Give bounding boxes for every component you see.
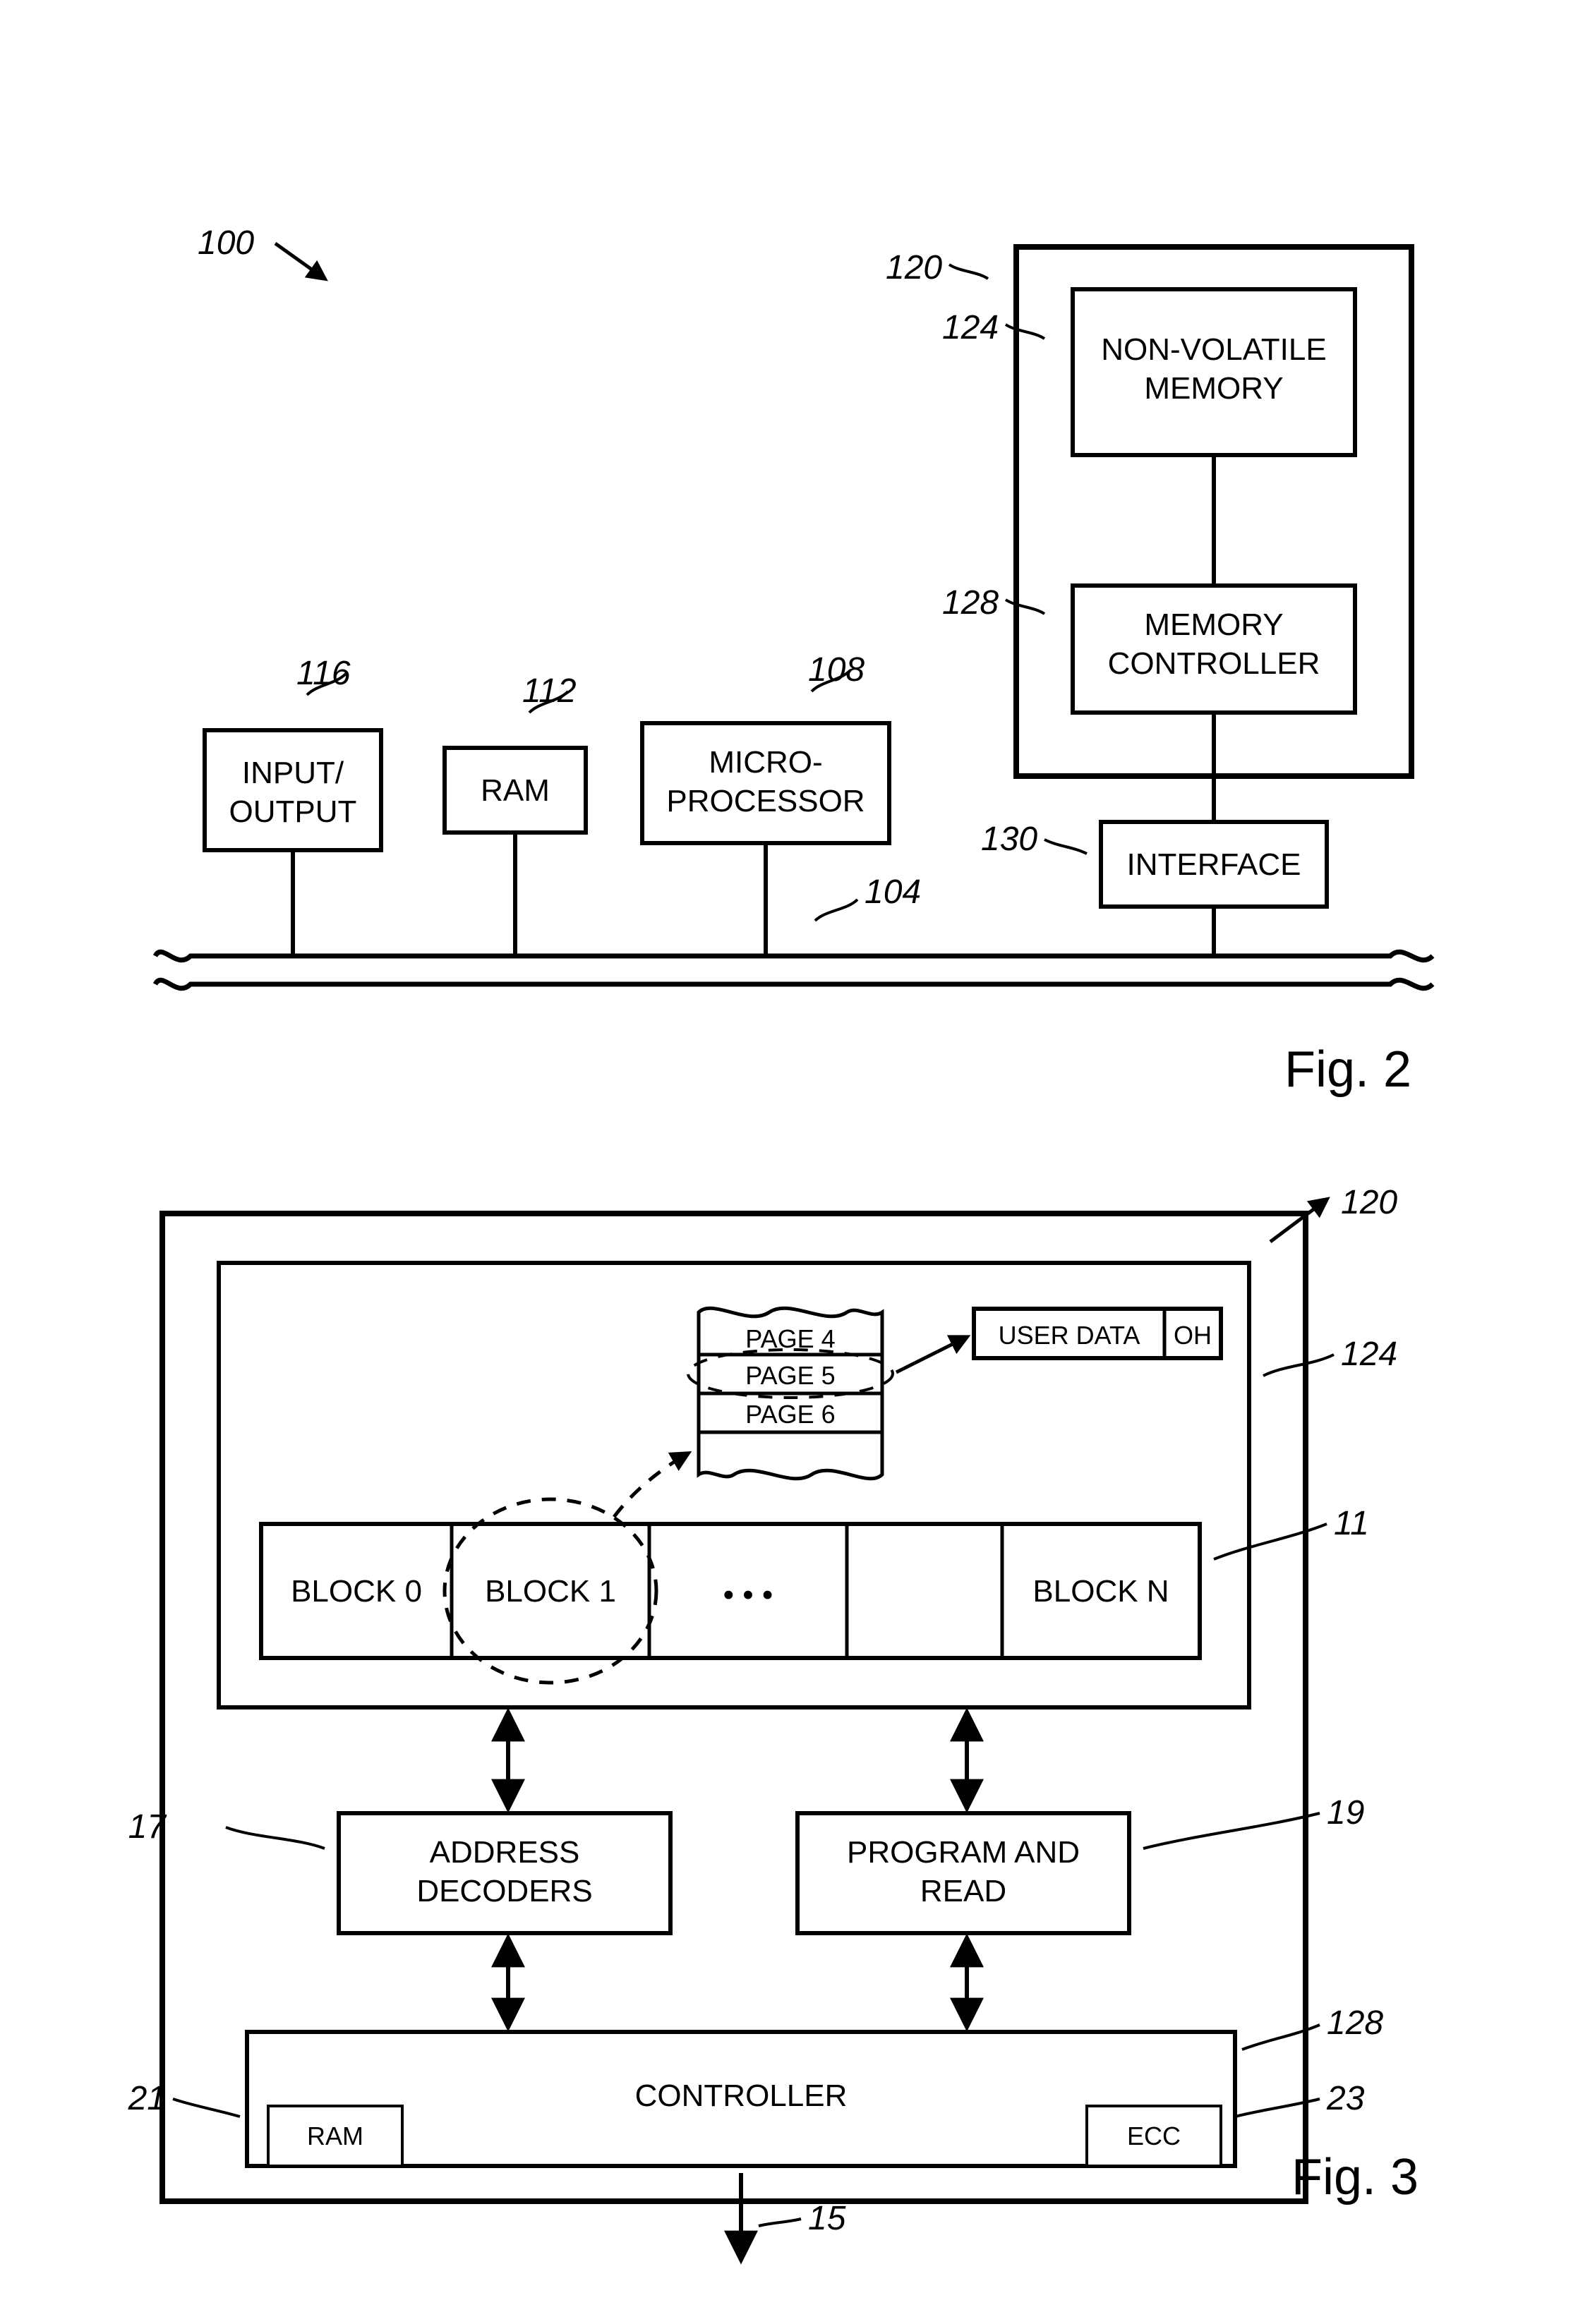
ref-124: 124 [942, 309, 999, 346]
fig2-caption: Fig. 2 [1284, 1041, 1411, 1098]
ref-21: 21 [128, 2080, 166, 2117]
pages-stack: PAGE 4 PAGE 5 PAGE 6 [699, 1308, 882, 1479]
page4: PAGE 4 [745, 1324, 835, 1353]
ram-label: RAM [481, 773, 550, 808]
io-label2: OUTPUT [229, 794, 357, 829]
mp-label2: PROCESSOR [666, 784, 865, 818]
ref-23: 23 [1326, 2080, 1365, 2117]
ref-112: 112 [522, 672, 577, 710]
ref-15-leader [759, 2219, 801, 2226]
ref-19: 19 [1327, 1794, 1364, 1832]
pgread-box [797, 1813, 1129, 1933]
addr-label1: ADDRESS [430, 1835, 580, 1870]
ref-15: 15 [808, 2200, 846, 2237]
ref-130: 130 [981, 821, 1037, 858]
ref-100: 100 [198, 224, 254, 262]
iface-label: INTERFACE [1127, 847, 1301, 882]
addr-box [339, 1813, 670, 1933]
block1: BLOCK 1 [485, 1574, 616, 1609]
diagram-svg: 100 104 INPUT/ OUTPUT 116 RAM 112 MICRO-… [0, 0, 1578, 2324]
mc-label1: MEMORY [1144, 607, 1283, 642]
io-label1: INPUT/ [242, 756, 344, 790]
mc-label2: CONTROLLER [1108, 646, 1320, 681]
blockN: BLOCK N [1032, 1574, 1169, 1609]
mp-label1: MICRO- [709, 745, 822, 780]
block-dots: • • • [723, 1578, 773, 1612]
addr-label2: DECODERS [416, 1874, 592, 1908]
ref3-128: 128 [1327, 2004, 1383, 2042]
system-bus [155, 952, 1433, 988]
mp-box [642, 723, 889, 843]
ctrl-ram-label: RAM [307, 2122, 363, 2150]
block0: BLOCK 0 [291, 1574, 422, 1609]
ref-17: 17 [128, 1808, 168, 1846]
fig2: 100 104 INPUT/ OUTPUT 116 RAM 112 MICRO-… [155, 224, 1433, 1098]
page5: PAGE 5 [745, 1361, 835, 1390]
ref-104-leader [815, 900, 857, 921]
ref-120-leader [949, 265, 988, 279]
ref-116: 116 [296, 655, 351, 692]
fig3-caption: Fig. 3 [1291, 2149, 1419, 2205]
ref-130-leader [1044, 840, 1087, 854]
ref-108: 108 [808, 651, 865, 689]
ref-100-leader [275, 243, 325, 279]
ref-128: 128 [942, 584, 999, 622]
nvm-label2: MEMORY [1144, 371, 1283, 406]
pgread-label1: PROGRAM AND [847, 1835, 1080, 1870]
fig3: 120 124 BLOCK 0 BLOCK 1 • • • BLOCK N PA… [128, 1184, 1419, 2258]
nvm-label1: NON-VOLATILE [1101, 332, 1326, 367]
ref-104: 104 [865, 873, 921, 911]
pgread-label2: READ [920, 1874, 1006, 1908]
page: 100 104 INPUT/ OUTPUT 116 RAM 112 MICRO-… [0, 0, 1578, 2324]
user-data-label: USER DATA [999, 1321, 1140, 1350]
controller-label: CONTROLLER [635, 2078, 848, 2113]
ref-11: 11 [1334, 1505, 1369, 1542]
ref3-124: 124 [1341, 1336, 1397, 1373]
ref3-120: 120 [1341, 1184, 1397, 1221]
oh-label: OH [1174, 1321, 1212, 1350]
page6: PAGE 6 [745, 1400, 835, 1429]
io-box [205, 730, 381, 850]
ctrl-ecc-label: ECC [1127, 2122, 1181, 2150]
ref-120: 120 [886, 249, 942, 286]
